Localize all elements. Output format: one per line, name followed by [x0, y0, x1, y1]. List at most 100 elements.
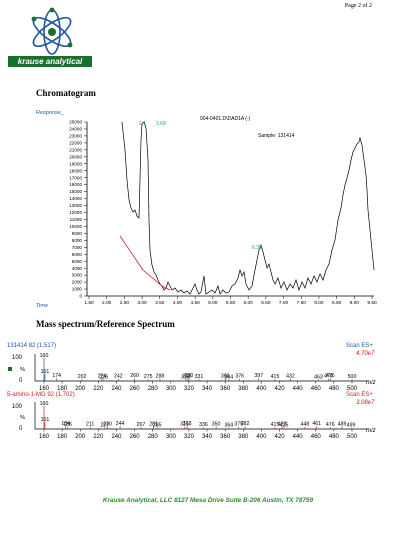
mz-tick-label: 260: [130, 434, 141, 438]
mass-peak-label: 242: [114, 374, 123, 380]
mass-peak-label: 415: [271, 422, 280, 428]
y-tick-label: 18000: [69, 168, 82, 173]
mass-peak-label: 376: [235, 374, 244, 380]
x-tick-label: 1.50: [84, 300, 94, 306]
mass-peak-label: 211: [86, 421, 94, 427]
y-tick-label: 9000: [72, 231, 83, 236]
mz-tick-label: 340: [202, 434, 213, 438]
x-tick-label: 5.00: [208, 300, 218, 306]
mz-tick-label: 440: [293, 434, 304, 438]
file-label: 004-0401.D\DAD1A (-): [200, 116, 251, 122]
mass-peak-label: 160: [40, 401, 49, 407]
top-y-zero: 0: [19, 378, 23, 384]
mass-peak-label: 316: [181, 374, 190, 380]
mass-peak-label: 186: [63, 422, 72, 428]
mass-peak-label: 224: [98, 373, 107, 379]
mass-peak-label: 331: [195, 374, 204, 380]
y-tick-label: 19000: [69, 161, 82, 166]
y-axis-ticks: 0 1000 2000 3000 4000 5000 6000 7000 8000 9000 100…: [69, 120, 87, 299]
mass-peak-label: 288: [156, 373, 165, 379]
baseline-line: [119, 235, 171, 291]
mz-tick-label: 160: [39, 386, 50, 392]
mz-tick-label: 460: [311, 434, 322, 438]
mass-peak-label: 161: [41, 417, 50, 423]
mz-tick-label: 360: [220, 386, 231, 392]
mass-peak-label: 318: [183, 374, 192, 380]
mass-peak-label: 397: [254, 373, 263, 379]
y-tick-label: 10000: [69, 224, 82, 229]
x-tick-label: 6.00: [244, 300, 254, 306]
mz-tick-label: 240: [111, 386, 122, 392]
chromatogram-trace: [121, 121, 375, 295]
mz-tick-label: 180: [57, 386, 68, 392]
x-tick-label: 2.50: [120, 300, 130, 306]
y-tick-label: 0: [79, 294, 82, 299]
mass-peak-label: 160: [40, 353, 49, 359]
mz-tick-label: 300: [166, 434, 177, 438]
footer-address: Krause Analytical, LLC 8127 Mesa Drive S…: [102, 497, 314, 504]
bottom-x-unit: m/z: [366, 428, 376, 434]
mass-peak-label: 425: [280, 422, 289, 428]
mz-tick-label: 160: [39, 434, 50, 438]
mass-peak-label: 375: [234, 422, 243, 428]
mz-tick-label: 480: [329, 386, 340, 392]
mz-tick-label: 300: [166, 386, 177, 392]
y-tick-label: 2000: [72, 280, 83, 285]
mz-tick-label: 500: [347, 386, 358, 392]
mass-peak-label: 476: [326, 373, 335, 379]
bottom-percent: %: [20, 415, 25, 421]
x-tick-label: 3.50: [155, 300, 165, 306]
mz-tick-label: 180: [57, 434, 68, 438]
mass-peak-label: 227: [100, 422, 109, 428]
mz-tick-label: 400: [256, 386, 267, 392]
x-tick-label: 4.00: [173, 300, 183, 306]
mass-peak-label: 275: [144, 374, 153, 380]
chromatogram-title: Chromatogram: [36, 88, 96, 98]
sample-label: Sample: 131414: [258, 133, 295, 139]
y-tick-label: 13000: [69, 203, 82, 208]
mass-peak-label: 499: [347, 422, 356, 428]
x-tick-label: 3.00: [137, 300, 147, 306]
mass-peak-label: 432: [286, 373, 295, 379]
mass-peak-label: 184: [61, 421, 70, 427]
mass-peak-label: 500: [348, 374, 357, 380]
top-x-unit: m/z: [366, 380, 376, 386]
x-tick-label: 5.50: [226, 300, 236, 306]
y-tick-label: 14000: [69, 196, 82, 201]
x-tick-label: 2.00: [102, 300, 112, 306]
top-scan-label: Scan ES+: [346, 343, 373, 349]
mass-peak-label: 423: [278, 421, 287, 427]
x-tick-label: 9.00: [350, 300, 360, 306]
y-tick-label: 5000: [72, 259, 83, 264]
mass-peak-label: 260: [130, 373, 139, 379]
mz-tick-label: 320: [184, 434, 195, 438]
top-sample-id: 131414 82 (1.517): [7, 343, 56, 349]
bottom-y-max: 100: [12, 404, 23, 410]
mass-peak-label: 281: [149, 421, 158, 427]
y-tick-label: 25000: [69, 120, 82, 125]
mass-peak-label: 382: [241, 421, 250, 427]
mass-peak-label: 364: [224, 422, 233, 428]
mass-peak-label: 161: [41, 369, 50, 375]
y-tick-label: 4000: [72, 266, 83, 271]
x-tick-label: 7.50: [297, 300, 307, 306]
y-tick-label: 23000: [69, 134, 82, 139]
response-label: Response_: [36, 110, 65, 116]
x-tick-label: 9.50: [367, 300, 377, 306]
x-tick-label: 7.00: [279, 300, 289, 306]
top-x-ticks: 160 180 200 220 240 260 280 300 320 340 360 380 400 4…: [39, 381, 358, 392]
mass-peak-label: 336: [199, 422, 208, 428]
y-tick-label: 3000: [72, 273, 83, 278]
y-tick-label: 20000: [69, 154, 82, 159]
mass-peak-label: 463: [314, 374, 323, 380]
y-tick-label: 6000: [72, 252, 83, 257]
mass-peak-label: 267: [137, 422, 146, 428]
x-tick-label: 8.00: [314, 300, 324, 306]
mz-tick-label: 220: [93, 434, 104, 438]
mass-peak-label: 364: [224, 374, 233, 380]
mz-tick-label: 380: [238, 386, 249, 392]
mz-tick-label: 260: [130, 386, 141, 392]
mass-peak-label: 226: [99, 374, 108, 380]
bottom-y-zero: 0: [19, 426, 23, 432]
